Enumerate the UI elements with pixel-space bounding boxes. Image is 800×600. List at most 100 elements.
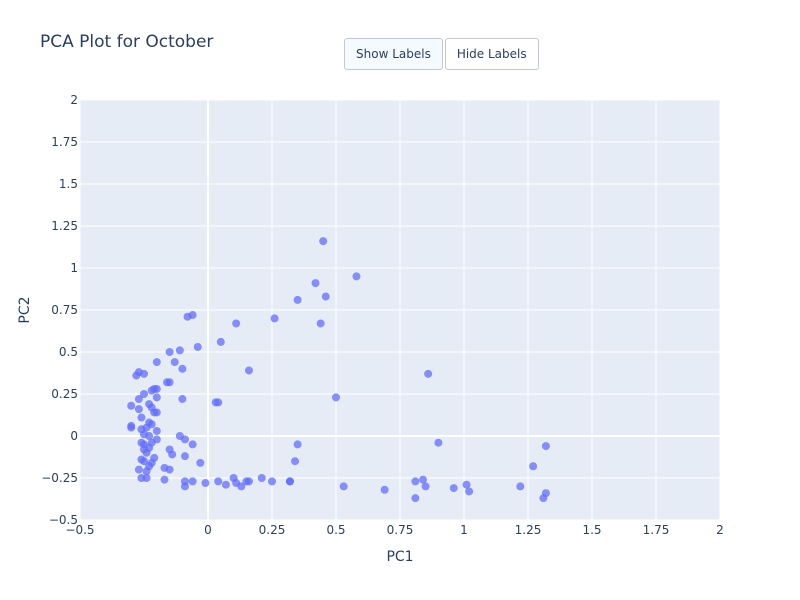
label-toggle-button-group: Show Labels Hide Labels bbox=[344, 38, 539, 70]
data-point bbox=[178, 395, 187, 404]
data-point bbox=[216, 337, 225, 346]
data-point bbox=[465, 487, 474, 496]
data-point bbox=[257, 474, 266, 482]
x-axis-ticks: −0.5 0 0.25 0.5 0.75 1 1.25 1.5 1.75 2 bbox=[65, 523, 723, 537]
data-point bbox=[268, 477, 276, 486]
hide-labels-button[interactable]: Hide Labels bbox=[444, 38, 539, 70]
data-point bbox=[214, 398, 223, 407]
y-tick-label: 0.25 bbox=[51, 387, 78, 401]
data-point bbox=[170, 358, 179, 367]
data-point bbox=[142, 474, 151, 482]
show-labels-button[interactable]: Show Labels bbox=[344, 38, 443, 70]
data-point bbox=[434, 438, 443, 447]
data-point bbox=[127, 423, 136, 432]
data-point bbox=[180, 482, 189, 491]
data-point bbox=[134, 395, 143, 404]
y-tick-label: −0.5 bbox=[49, 513, 78, 527]
y-tick-label: 1.5 bbox=[59, 177, 78, 191]
data-point bbox=[142, 467, 151, 476]
data-point bbox=[293, 440, 302, 449]
y-axis-title: PC2 bbox=[17, 296, 33, 323]
data-point bbox=[380, 485, 389, 494]
data-point bbox=[419, 475, 428, 484]
data-point bbox=[147, 386, 156, 395]
data-point bbox=[140, 457, 148, 466]
data-point bbox=[134, 405, 143, 414]
data-point bbox=[541, 442, 550, 451]
data-point bbox=[188, 477, 197, 486]
data-point bbox=[175, 346, 184, 355]
data-point bbox=[285, 477, 294, 486]
x-tick-label: 2 bbox=[716, 523, 724, 537]
data-point bbox=[221, 480, 230, 489]
data-point bbox=[180, 435, 189, 444]
y-tick-label: 0.5 bbox=[59, 345, 78, 359]
data-point bbox=[134, 465, 143, 474]
y-tick-label: 0 bbox=[70, 429, 78, 443]
data-point bbox=[321, 292, 330, 301]
data-point bbox=[316, 319, 325, 328]
y-tick-label: 1 bbox=[70, 261, 78, 275]
data-point bbox=[237, 482, 246, 491]
data-point bbox=[152, 358, 161, 367]
data-point bbox=[145, 432, 154, 440]
x-tick-label: 1.75 bbox=[643, 523, 670, 537]
x-tick-label: 0.25 bbox=[259, 523, 286, 537]
data-point bbox=[152, 408, 161, 417]
scatter-points bbox=[127, 237, 550, 503]
data-point bbox=[421, 482, 430, 491]
y-tick-label: 1.25 bbox=[51, 219, 78, 233]
data-point bbox=[152, 393, 161, 402]
data-point bbox=[462, 480, 471, 489]
data-point bbox=[411, 494, 420, 503]
data-point bbox=[142, 448, 151, 457]
data-point bbox=[244, 477, 253, 486]
data-point bbox=[196, 458, 205, 467]
x-tick-label: −0.5 bbox=[65, 523, 94, 537]
data-point bbox=[411, 477, 420, 486]
x-tick-label: 1.5 bbox=[582, 523, 601, 537]
y-tick-label: 1.75 bbox=[51, 135, 78, 149]
data-point bbox=[352, 272, 361, 281]
data-point bbox=[163, 378, 172, 387]
y-axis-ticks: −0.5 −0.25 0 0.25 0.5 0.75 1 1.25 1.5 1.75 2 bbox=[41, 93, 78, 527]
data-point bbox=[188, 440, 197, 449]
data-point bbox=[180, 452, 189, 461]
data-point bbox=[339, 482, 348, 491]
y-tick-label: 2 bbox=[70, 93, 78, 107]
data-point bbox=[232, 319, 241, 328]
data-point bbox=[319, 237, 328, 246]
data-point bbox=[168, 450, 177, 459]
data-point bbox=[244, 366, 253, 375]
x-axis-title: PC1 bbox=[386, 549, 413, 565]
y-tick-label: 0.75 bbox=[51, 303, 78, 317]
data-point bbox=[201, 479, 210, 488]
data-point bbox=[165, 348, 174, 356]
x-tick-label: 1.25 bbox=[515, 523, 542, 537]
data-point bbox=[291, 457, 300, 466]
x-tick-label: 1 bbox=[460, 523, 468, 537]
data-point bbox=[449, 484, 458, 493]
data-point bbox=[165, 465, 174, 474]
data-point bbox=[541, 489, 550, 498]
data-point bbox=[529, 462, 538, 471]
data-point bbox=[214, 477, 223, 486]
data-point bbox=[140, 369, 148, 378]
data-point bbox=[152, 426, 161, 435]
chart-title: PCA Plot for October bbox=[40, 32, 214, 52]
data-point bbox=[311, 279, 320, 288]
data-point bbox=[424, 369, 433, 378]
x-tick-label: 0.75 bbox=[387, 523, 414, 537]
data-point bbox=[332, 393, 340, 402]
data-point bbox=[178, 364, 187, 373]
data-point bbox=[127, 401, 136, 410]
data-point bbox=[160, 475, 169, 484]
x-tick-label: 0.5 bbox=[326, 523, 345, 537]
y-tick-label: −0.25 bbox=[41, 471, 78, 485]
data-point bbox=[193, 342, 202, 351]
data-point bbox=[137, 413, 146, 422]
data-point bbox=[293, 295, 302, 304]
data-point bbox=[140, 390, 148, 398]
x-tick-label: 0 bbox=[204, 523, 212, 537]
